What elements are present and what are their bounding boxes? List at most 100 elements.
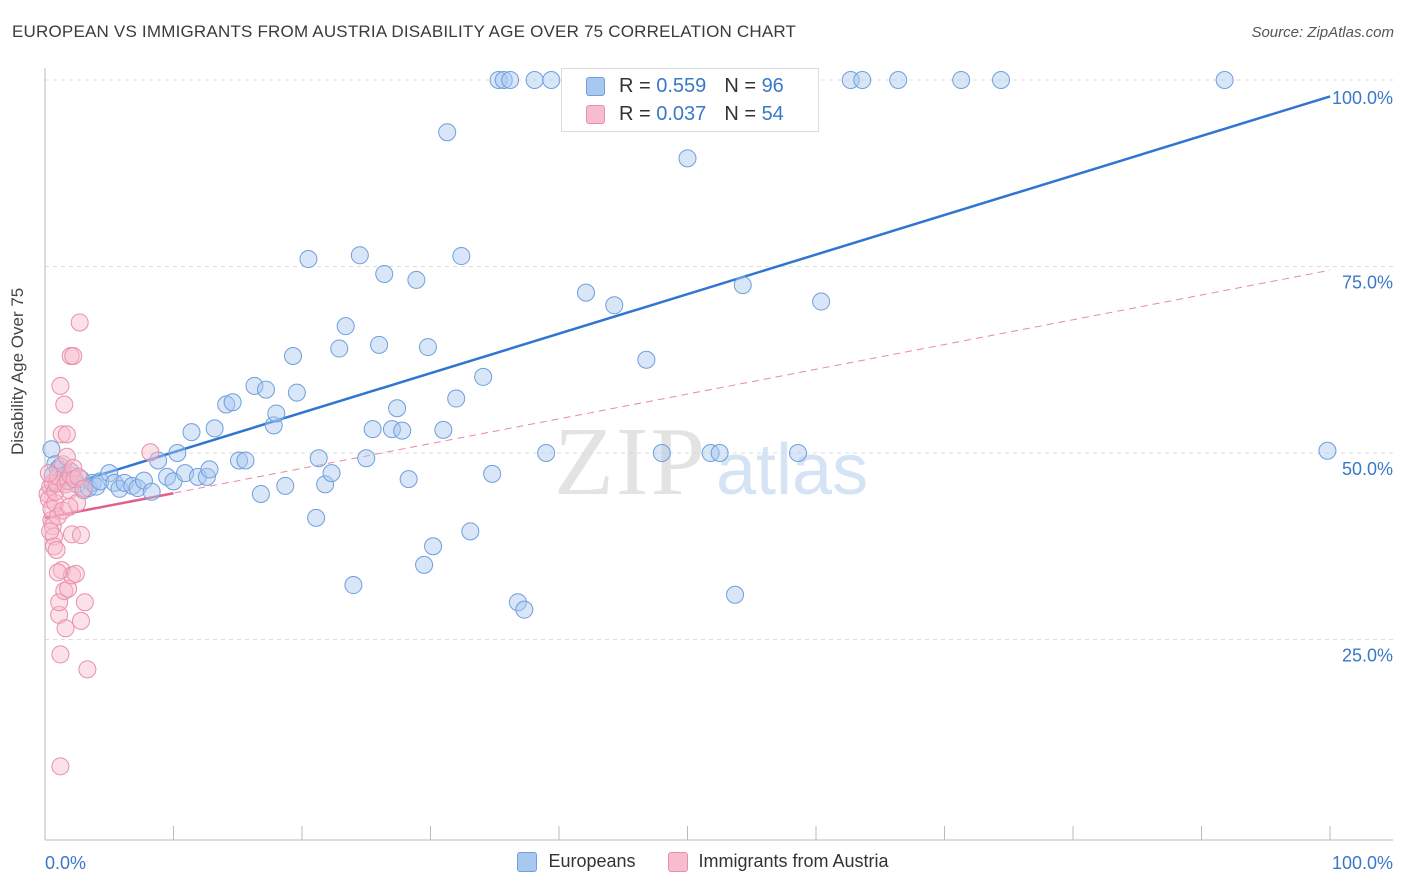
point-europeans	[1215, 71, 1234, 89]
point-europeans	[515, 600, 534, 619]
point-europeans	[284, 347, 303, 366]
n-value: 96	[761, 74, 784, 97]
point-austria	[52, 425, 71, 444]
point-europeans	[501, 71, 520, 89]
point-europeans	[336, 317, 355, 336]
point-europeans	[105, 473, 124, 492]
point-europeans	[236, 451, 255, 470]
point-europeans	[375, 264, 394, 283]
point-austria	[71, 526, 90, 545]
point-europeans	[1318, 441, 1337, 460]
legend-item-austria[interactable]: Immigrants from Austria	[667, 851, 889, 872]
legend-item-europeans[interactable]: Europeans	[517, 851, 636, 872]
y-tick-label: 75.0%	[1342, 273, 1393, 293]
point-europeans	[200, 460, 219, 479]
point-europeans	[889, 71, 908, 89]
legend-label-austria: Immigrants from Austria	[698, 851, 889, 871]
point-europeans	[309, 449, 328, 468]
n-value: 54	[761, 102, 784, 125]
point-europeans	[452, 247, 471, 266]
y-tick-label: 50.0%	[1342, 459, 1393, 479]
point-europeans	[205, 419, 224, 438]
point-europeans	[637, 350, 656, 369]
point-europeans	[287, 383, 306, 402]
point-austria	[75, 593, 94, 612]
point-europeans	[142, 482, 161, 501]
point-austria	[69, 467, 88, 486]
point-europeans	[992, 71, 1011, 89]
point-europeans	[316, 475, 335, 494]
point-europeans	[230, 451, 249, 470]
point-europeans	[330, 339, 349, 358]
point-europeans	[370, 335, 389, 354]
point-austria	[39, 464, 58, 483]
point-europeans	[322, 464, 341, 483]
point-europeans	[812, 292, 831, 311]
point-europeans	[223, 393, 242, 412]
point-europeans	[299, 250, 318, 269]
point-europeans	[494, 71, 513, 89]
y-axis-label: Disability Age Over 75	[8, 287, 27, 455]
point-europeans	[393, 421, 412, 440]
legend-label-europeans: Europeans	[548, 851, 636, 871]
point-austria	[50, 593, 69, 612]
point-europeans	[399, 470, 418, 489]
point-europeans	[576, 283, 595, 302]
r-value: 0.037	[656, 102, 707, 125]
y-tick-label: 25.0%	[1342, 646, 1393, 666]
point-austria	[59, 579, 78, 598]
point-austria	[47, 540, 66, 559]
point-europeans	[542, 71, 561, 89]
point-austria	[55, 395, 74, 414]
point-europeans	[168, 444, 187, 462]
watermark-zip: ZIP	[554, 408, 707, 516]
point-europeans	[733, 276, 752, 295]
n-label: N =	[724, 74, 756, 97]
point-austria	[51, 645, 70, 664]
point-europeans	[447, 389, 466, 408]
point-austria	[74, 479, 93, 498]
point-europeans	[678, 149, 697, 168]
data-points	[38, 71, 1337, 776]
point-europeans	[267, 404, 286, 423]
point-austria	[48, 563, 67, 582]
point-austria	[56, 619, 75, 638]
point-europeans	[537, 444, 556, 462]
r-label: R =	[619, 102, 651, 125]
stats-row-europeans: R = 0.559 N = 96	[586, 72, 784, 100]
tick-labels: 25.0% 50.0% 75.0% 100.0% 0.0% 100.0%	[45, 88, 1393, 873]
point-europeans	[350, 246, 369, 265]
point-europeans	[388, 399, 407, 418]
point-europeans	[461, 522, 480, 541]
point-europeans	[952, 71, 971, 89]
point-europeans	[257, 380, 276, 399]
point-austria	[64, 347, 83, 366]
trend-line-extended	[44, 269, 1331, 519]
point-austria	[57, 425, 76, 444]
n-label: N =	[724, 102, 756, 125]
watermark: ZIP atlas	[554, 408, 868, 516]
point-europeans	[424, 537, 443, 556]
point-austria	[78, 660, 97, 679]
stats-row-austria: R = 0.037 N = 54	[586, 100, 784, 128]
chart-legend: Europeans Immigrants from Austria	[0, 851, 1406, 872]
point-austria	[60, 497, 79, 516]
point-europeans	[307, 508, 326, 527]
point-europeans	[182, 423, 201, 442]
point-europeans	[357, 449, 376, 468]
point-europeans	[726, 585, 745, 604]
r-label: R =	[619, 74, 651, 97]
point-europeans	[363, 420, 382, 439]
point-europeans	[710, 444, 729, 462]
point-europeans	[276, 476, 295, 495]
legend-swatch-austria	[667, 851, 688, 872]
point-europeans	[418, 338, 437, 357]
point-europeans	[407, 270, 426, 289]
point-europeans	[652, 444, 671, 462]
point-europeans	[483, 464, 502, 483]
stats-swatch-europeans	[586, 76, 605, 96]
point-europeans	[251, 485, 270, 504]
axes	[44, 68, 1393, 841]
point-europeans	[245, 376, 264, 395]
